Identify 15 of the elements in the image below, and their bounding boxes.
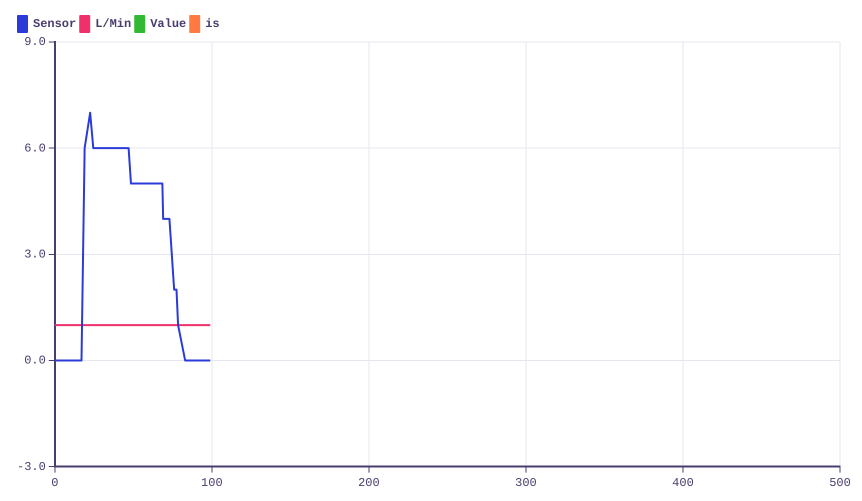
legend-label: Sensor [33,17,76,32]
y-tick-label: -3.0 [16,460,46,474]
legend-label: L/Min [95,17,132,32]
x-tick-label: 400 [672,476,694,490]
y-tick-label: 3.0 [24,247,46,262]
x-tick-label: 500 [829,476,851,490]
x-tick-label: 300 [515,476,537,490]
x-tick-label: 0 [51,476,58,490]
x-tick-label: 100 [201,476,223,490]
y-tick-label: 6.0 [24,141,46,156]
y-tick-label: 0.0 [24,354,46,368]
y-tick-label: 9.0 [24,35,46,50]
legend-label: is [205,17,220,32]
x-tick-label: 200 [358,476,380,490]
legend-label: Value [150,17,186,32]
